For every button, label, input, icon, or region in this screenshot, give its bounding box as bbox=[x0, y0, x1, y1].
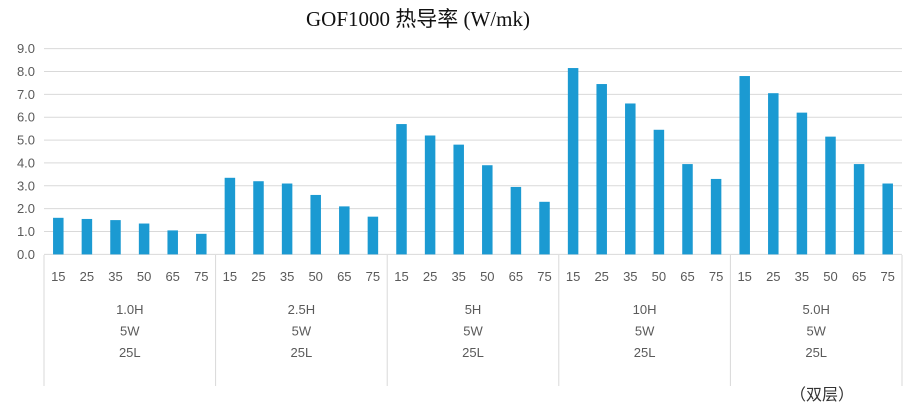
group-label-line: 5W bbox=[463, 324, 483, 339]
y-tick-label: 7.0 bbox=[17, 87, 35, 102]
y-tick-label: 4.0 bbox=[17, 155, 35, 170]
bar bbox=[367, 216, 379, 255]
bar bbox=[539, 201, 550, 255]
bar bbox=[167, 230, 178, 255]
bar bbox=[110, 220, 121, 255]
x-tick-label: 25 bbox=[766, 269, 780, 284]
x-tick-label: 50 bbox=[308, 269, 322, 284]
x-tick-label: 65 bbox=[509, 269, 523, 284]
x-tick-label: 35 bbox=[108, 269, 122, 284]
y-axis-ticks: 0.0 1.0 2.0 3.0 4.0 5.0 6.0 7.0 8.0 9.0 bbox=[17, 41, 35, 262]
group-label-line: 25L bbox=[119, 345, 141, 360]
bar bbox=[796, 112, 808, 255]
x-tick-label: 35 bbox=[623, 269, 637, 284]
x-tick-label: 65 bbox=[852, 269, 866, 284]
bar bbox=[53, 217, 64, 255]
bar bbox=[453, 144, 464, 255]
x-tick-label: 35 bbox=[280, 269, 294, 284]
bar bbox=[424, 135, 436, 255]
group-label-line: 5W bbox=[635, 324, 655, 339]
x-tick-label: 25 bbox=[251, 269, 265, 284]
y-tick-label: 0.0 bbox=[17, 247, 35, 262]
x-tick-label: 75 bbox=[880, 269, 894, 284]
group-label-line: 25L bbox=[462, 345, 484, 360]
x-tick-label: 75 bbox=[194, 269, 208, 284]
x-axis-ticks: 15 25 35 50 65 75 15 25 35 50 65 75 15 25 35 50 65 75 15 25… bbox=[51, 269, 895, 284]
group-label-line: 25L bbox=[291, 345, 313, 360]
bar bbox=[138, 223, 150, 255]
x-tick-label: 75 bbox=[366, 269, 380, 284]
bar bbox=[396, 124, 407, 255]
y-tick-label: 6.0 bbox=[17, 110, 35, 125]
footnote: （双层） bbox=[790, 385, 854, 404]
y-tick-label: 5.0 bbox=[17, 133, 35, 148]
x-tick-label: 25 bbox=[423, 269, 437, 284]
bars bbox=[53, 68, 893, 255]
bar bbox=[567, 68, 579, 255]
bar bbox=[739, 76, 750, 255]
x-tick-label: 65 bbox=[680, 269, 694, 284]
bar bbox=[253, 181, 264, 255]
bar bbox=[81, 218, 93, 255]
group-label-line: 10H bbox=[633, 302, 657, 317]
x-tick-label: 25 bbox=[594, 269, 608, 284]
x-tick-label: 15 bbox=[566, 269, 580, 284]
x-tick-label: 50 bbox=[823, 269, 837, 284]
x-tick-label: 75 bbox=[537, 269, 551, 284]
x-tick-label: 35 bbox=[795, 269, 809, 284]
x-tick-label: 75 bbox=[709, 269, 723, 284]
x-tick-label: 15 bbox=[737, 269, 751, 284]
x-tick-label: 15 bbox=[51, 269, 65, 284]
grid-lines bbox=[44, 48, 902, 255]
chart-title: GOF1000 热导率 (W/mk) bbox=[306, 7, 530, 31]
group-label-line: 5W bbox=[120, 324, 140, 339]
bar bbox=[224, 177, 236, 255]
bar bbox=[653, 129, 665, 255]
group-label-line: 5.0H bbox=[802, 302, 829, 317]
group-label-line: 25L bbox=[634, 345, 656, 360]
group-label-line: 2.5H bbox=[288, 302, 315, 317]
y-tick-label: 2.0 bbox=[17, 201, 35, 216]
group-label-line: 25L bbox=[805, 345, 827, 360]
x-tick-label: 50 bbox=[652, 269, 666, 284]
y-tick-label: 8.0 bbox=[17, 64, 35, 79]
x-tick-label: 50 bbox=[480, 269, 494, 284]
bar bbox=[196, 233, 207, 255]
y-tick-label: 3.0 bbox=[17, 178, 35, 193]
bar bbox=[482, 165, 493, 255]
x-tick-label: 25 bbox=[80, 269, 94, 284]
bar bbox=[682, 164, 693, 255]
group-labels: 1.0H 5W 25L 2.5H 5W 25L 5H 5W 25L 10H 5W 25L 5.0H 5W 2… bbox=[43, 255, 903, 386]
x-tick-label: 50 bbox=[137, 269, 151, 284]
bar bbox=[825, 136, 836, 255]
group-label-line: 5W bbox=[806, 324, 826, 339]
x-tick-label: 65 bbox=[337, 269, 351, 284]
bar bbox=[882, 183, 893, 255]
bar bbox=[625, 103, 636, 255]
x-tick-label: 15 bbox=[223, 269, 237, 284]
y-tick-label: 9.0 bbox=[17, 41, 35, 56]
group-label-line: 1.0H bbox=[116, 302, 143, 317]
bar bbox=[310, 194, 321, 255]
bar bbox=[281, 183, 293, 255]
group-label-line: 5H bbox=[465, 302, 482, 317]
x-tick-label: 35 bbox=[451, 269, 465, 284]
bar bbox=[510, 186, 522, 255]
x-tick-label: 15 bbox=[394, 269, 408, 284]
bar bbox=[596, 84, 607, 255]
x-tick-label: 65 bbox=[165, 269, 179, 284]
bar bbox=[710, 178, 722, 255]
group-label-line: 5W bbox=[292, 324, 312, 339]
bar bbox=[339, 206, 350, 255]
y-tick-label: 1.0 bbox=[17, 224, 35, 239]
bar bbox=[853, 164, 865, 255]
bar bbox=[768, 93, 779, 255]
